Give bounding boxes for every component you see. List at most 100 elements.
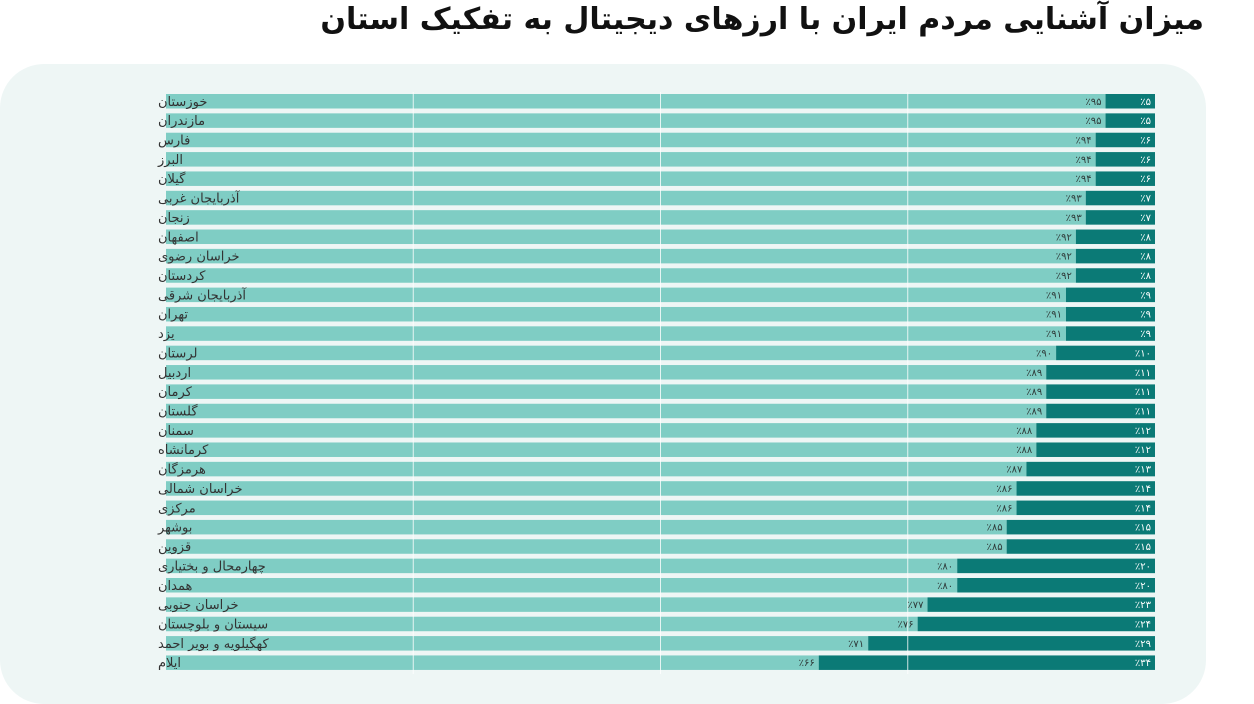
category-label: خراسان جنوبی	[158, 598, 238, 613]
value-label-unaware: ٪۹۵	[1085, 97, 1101, 108]
bar-unaware	[166, 113, 1106, 128]
value-label-aware: ٪۷	[1140, 194, 1151, 205]
bar-unaware	[166, 519, 1007, 535]
bar-aware	[1046, 403, 1155, 419]
category-label: گلستان	[158, 404, 198, 420]
value-label-unaware: ٪۸۰	[937, 561, 953, 572]
value-label-aware: ٪۶	[1140, 155, 1151, 166]
category-label: همدان	[158, 579, 192, 594]
bar-unaware	[166, 268, 1076, 283]
value-label-aware: ٪۱۴	[1135, 503, 1151, 514]
value-label-aware: ٪۲۳	[1135, 600, 1152, 611]
value-label-unaware: ٪۸۵	[987, 523, 1003, 534]
category-label: اصفهان	[158, 230, 199, 245]
bar-aware	[1046, 365, 1155, 380]
stacked-bar-chart: خوزستان ٪۵ ٪۹۵ مازندران ٪۵ ٪۹۵ فارس ٪۶ ٪۹۴ البرز ٪…	[157, 92, 1155, 674]
category-label: کرمان	[158, 385, 193, 400]
value-label-unaware: ٪۷۶	[898, 619, 914, 630]
value-label-aware: ٪۸	[1140, 252, 1151, 263]
bar-unaware	[166, 248, 1076, 264]
bar-aware	[1006, 519, 1155, 535]
value-label-aware: ٪۸	[1140, 271, 1151, 282]
bar-aware	[957, 558, 1155, 574]
value-label-aware: ٪۹	[1140, 329, 1151, 340]
bar-unaware	[166, 287, 1066, 303]
bar-aware	[1075, 248, 1155, 264]
category-label: مرکزی	[158, 501, 196, 516]
value-label-aware: ٪۱۱	[1135, 368, 1151, 379]
value-label-aware: ٪۲۰	[1135, 561, 1151, 572]
bar-aware	[957, 578, 1155, 593]
value-label-unaware: ٪۹۱	[1046, 310, 1062, 321]
value-label-unaware: ٪۸۹	[1026, 368, 1042, 379]
chart-panel: خوزستان ٪۵ ٪۹۵ مازندران ٪۵ ٪۹۵ فارس ٪۶ ٪۹۴ البرز ٪…	[0, 64, 1206, 704]
category-label: بوشهر	[157, 521, 192, 536]
category-label: لرستان	[158, 346, 197, 361]
value-label-unaware: ٪۹۴	[1076, 155, 1092, 166]
value-label-aware: ٪۱۰	[1135, 348, 1151, 359]
value-label-unaware: ٪۹۳	[1066, 213, 1083, 224]
bar-aware	[1026, 461, 1155, 477]
value-label-aware: ٪۵	[1140, 116, 1151, 127]
bar-unaware	[166, 171, 1096, 186]
category-label: هرمزگان	[158, 462, 206, 478]
category-label: آذربایجان شرقی	[158, 286, 247, 303]
category-label: سمنان	[158, 424, 194, 439]
value-label-unaware: ٪۸۸	[1016, 426, 1033, 437]
category-label: قزوین	[158, 540, 191, 555]
bar-unaware	[166, 306, 1066, 322]
bar-aware	[1085, 190, 1155, 206]
category-label: آذربایجان غربی	[158, 190, 241, 207]
category-label: تهران	[158, 308, 188, 323]
bar-unaware	[166, 229, 1076, 245]
bar-unaware	[166, 539, 1007, 554]
value-label-unaware: ٪۸۹	[1026, 407, 1042, 418]
value-label-unaware: ٪۸۷	[1006, 465, 1023, 476]
value-label-aware: ٪۲۹	[1135, 639, 1151, 650]
bar-aware	[917, 616, 1155, 632]
value-label-aware: ٪۶	[1140, 135, 1151, 146]
bar-unaware	[166, 558, 958, 574]
value-label-unaware: ٪۷۷	[907, 600, 924, 611]
bar-unaware	[166, 190, 1086, 206]
bar-aware	[927, 597, 1155, 612]
category-label: کردستان	[158, 269, 206, 284]
category-label: یزد	[158, 327, 175, 342]
category-label: اردبیل	[158, 366, 191, 381]
bar-aware	[1065, 287, 1155, 303]
value-label-unaware: ٪۹۳	[1066, 194, 1083, 205]
bar-aware	[868, 636, 1155, 651]
value-label-aware: ٪۱۳	[1135, 465, 1152, 476]
bar-aware	[1016, 481, 1155, 496]
value-label-aware: ٪۶	[1140, 174, 1151, 185]
value-label-aware: ٪۷	[1140, 213, 1151, 224]
value-label-unaware: ٪۸۶	[996, 503, 1012, 514]
value-label-aware: ٪۵	[1140, 97, 1151, 108]
chart-title: میزان آشنایی مردم ایران با ارزهای دیجیتا…	[320, 2, 1204, 37]
category-label: ایلام	[158, 656, 181, 671]
bar-unaware	[166, 423, 1037, 438]
bar-aware	[1046, 384, 1155, 399]
value-label-unaware: ٪۸۹	[1026, 387, 1042, 398]
value-label-aware: ٪۳۴	[1135, 658, 1151, 669]
bar-unaware	[166, 500, 1017, 516]
value-label-aware: ٪۸	[1140, 232, 1151, 243]
bar-unaware	[166, 384, 1047, 399]
value-label-aware: ٪۱۲	[1135, 426, 1151, 437]
value-label-unaware: ٪۹۴	[1076, 135, 1092, 146]
value-label-unaware: ٪۹۵	[1085, 116, 1101, 127]
bar-unaware	[166, 616, 918, 632]
bar-aware	[1095, 171, 1155, 186]
category-label: فارس	[158, 133, 190, 148]
value-label-aware: ٪۹	[1140, 310, 1151, 321]
value-label-aware: ٪۱۲	[1135, 445, 1151, 456]
bar-aware	[1105, 94, 1155, 109]
bar-unaware	[166, 132, 1096, 148]
bar-unaware	[166, 345, 1057, 361]
bar-unaware	[166, 365, 1047, 380]
bar-aware	[1006, 539, 1155, 554]
category-label: زنجان	[158, 211, 190, 226]
category-label: کرمانشاه	[158, 443, 209, 458]
value-label-aware: ٪۱۱	[1135, 407, 1151, 418]
bar-aware	[1065, 306, 1155, 322]
